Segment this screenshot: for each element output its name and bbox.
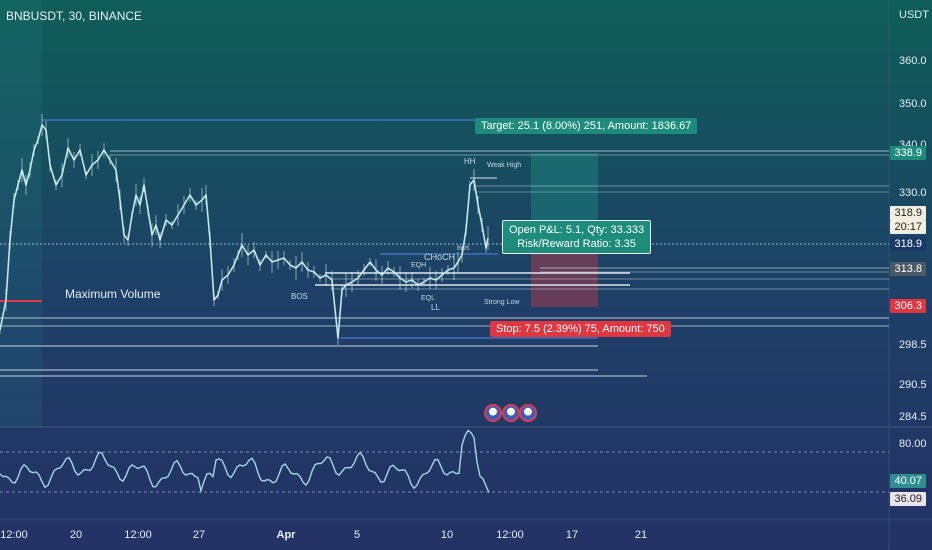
- time-tick: 17: [565, 529, 579, 541]
- eql-label: EQL: [421, 295, 436, 302]
- stop-zone: [531, 245, 598, 307]
- target-box[interactable]: Target: 25.1 (8.00%) 251, Amount: 1836.6…: [475, 118, 698, 134]
- rsi-ma-tag: 36.09: [890, 492, 926, 506]
- time-tick: 12:00: [124, 529, 152, 541]
- price-tick: 290.5: [899, 379, 927, 391]
- open-pl-text: Open P&L: 5.1, Qty: 33.333: [509, 224, 645, 236]
- hh-level-tag: 338.9: [890, 146, 926, 160]
- price-tick: 284.5: [899, 411, 927, 423]
- max-volume-label: Maximum Volume: [65, 287, 161, 301]
- stop-level-tag: 306.3: [890, 299, 926, 313]
- us-flag-icon[interactable]: [519, 404, 537, 422]
- last-price-tag: 318.9: [890, 237, 926, 251]
- choch-label: CHoCH: [424, 252, 456, 262]
- time-tick: Apr: [276, 529, 296, 541]
- time-tick: 27: [192, 529, 206, 541]
- risk-reward-text: Risk/Reward Ratio: 3.35: [517, 238, 636, 250]
- stop-box[interactable]: Stop: 7.5 (2.39%) 75, Amount: 750: [490, 321, 671, 337]
- weak-high-label: Weak High: [487, 162, 522, 169]
- level-tag: 313.8: [890, 262, 926, 276]
- ll-label: LL: [431, 303, 440, 312]
- price-series-line: [0, 124, 489, 339]
- pl-box[interactable]: Open P&L: 5.1, Qty: 33.333 Risk/Reward R…: [502, 220, 652, 254]
- hh-label: HH: [464, 157, 476, 166]
- time-tick: 10: [440, 529, 454, 541]
- rsi-line: [0, 429, 490, 494]
- time-tick: 21: [634, 529, 648, 541]
- eqh-label: EQH: [411, 262, 427, 269]
- price-tick: 350.0: [899, 98, 927, 110]
- rsi-value-tag: 40.07: [890, 474, 926, 488]
- time-tick: 12:00: [496, 529, 524, 541]
- us-flag-icon[interactable]: [484, 404, 502, 422]
- time-tick: 20: [69, 529, 83, 541]
- price-tick: 330.0: [899, 187, 927, 199]
- time-tick: 12:00: [0, 529, 28, 541]
- symbol-title[interactable]: BNBUSDT, 30, BINANCE: [6, 9, 143, 23]
- price-candles: [0, 114, 489, 345]
- countdown-tag: 20:17: [890, 220, 926, 234]
- price-tick: 360.0: [899, 55, 927, 67]
- strong-low-label: Strong Low: [484, 299, 520, 306]
- us-flag-icon[interactable]: [502, 404, 520, 422]
- bos-small-label: BOS: [457, 246, 470, 252]
- rsi-tick: 80.00: [899, 438, 927, 450]
- rsi-series-line: [0, 429, 490, 494]
- time-tick: 5: [353, 529, 361, 541]
- bos-label: BOS: [291, 292, 308, 301]
- current-price-tag: 318.9: [890, 206, 926, 220]
- price-tick: 298.5: [899, 339, 927, 351]
- currency-label: USDT: [899, 9, 929, 21]
